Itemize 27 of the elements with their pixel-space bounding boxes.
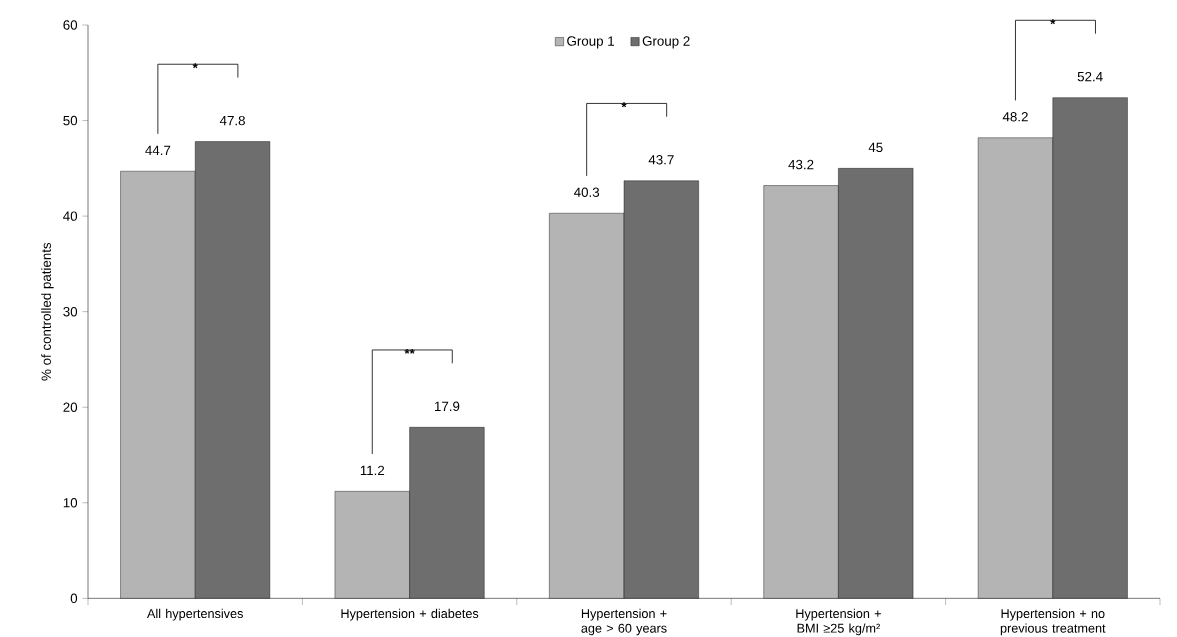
data-label: 40.3 (574, 187, 600, 197)
data-label: 48.2 (1002, 112, 1028, 122)
data-label: 45 (868, 142, 883, 153)
y-tick-label: 30 (63, 306, 78, 317)
x-tick-label: All hypertensives (147, 608, 243, 621)
y-tick-label: 60 (63, 20, 78, 30)
x-tick-label: Hypertension + BMI ≥25 kg/m² (796, 608, 881, 636)
legend-label: Group 1 (567, 36, 615, 49)
data-label: 43.7 (648, 155, 674, 165)
x-tick-label: Hypertension + no previous treatment (1000, 608, 1106, 636)
y-tick-label: 50 (63, 115, 78, 126)
y-tick-label: 20 (63, 402, 78, 412)
data-label: 52.4 (1077, 71, 1103, 82)
y-tick-label: 10 (63, 498, 78, 508)
data-label: 11.2 (360, 465, 385, 476)
data-label: 17.9 (434, 401, 460, 412)
annotation: * (192, 63, 198, 69)
y-tick-label: 0 (70, 593, 78, 604)
annotation: ** (404, 348, 415, 354)
y-axis-title: % of controlled patients (41, 242, 54, 381)
x-tick-label: Hypertension + age > 60 years (581, 608, 667, 636)
data-label: 43.2 (788, 159, 814, 170)
data-label: 47.8 (219, 115, 245, 126)
y-tick-label: 40 (63, 211, 78, 221)
legend-label: Group 2 (642, 36, 690, 49)
data-label: 44.7 (145, 145, 171, 155)
x-tick-label: Hypertension + diabetes (341, 608, 479, 621)
